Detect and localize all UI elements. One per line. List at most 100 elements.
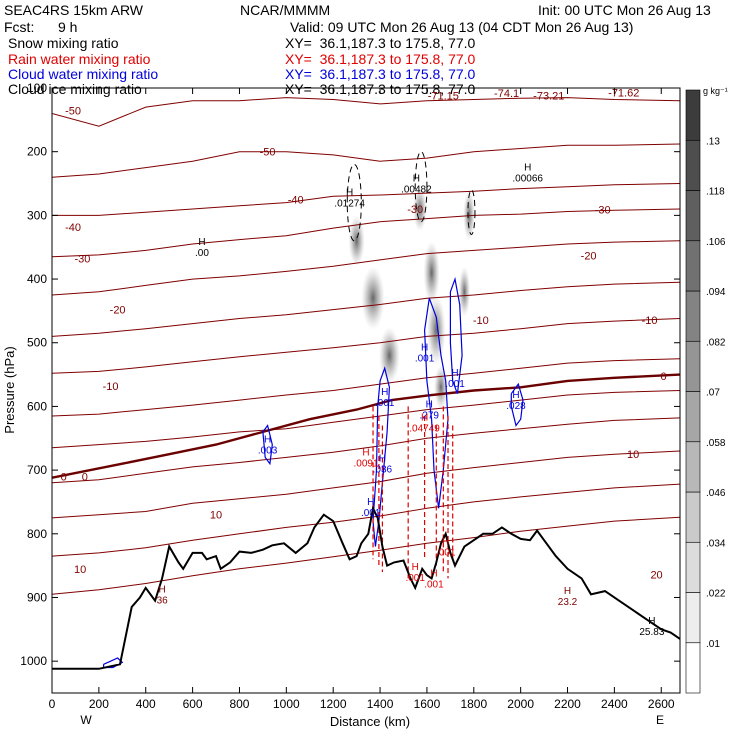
colorbar-swatch-4 [685,441,701,493]
extremum-mark-11: H [426,400,433,411]
forecast-hour: 9 h [58,19,78,35]
init-time: Init: 00 UTC Mon 26 Aug 13 [538,2,711,18]
isotherm-label-20: 10 [627,449,639,461]
extremum-mark-9: H [421,342,428,353]
isotherm-label-10: -30 [595,205,611,217]
colorbar-tick-4: .058 [706,438,726,449]
x-tick-label-1: 200 [89,697,109,711]
extremum-value-7: .001 [375,398,395,409]
colorbar-swatch-9 [685,190,701,242]
colorbar-swatch-2 [685,541,701,593]
y-tick-label-1: 200 [27,145,47,159]
cloud-ice-contour-1 [414,151,428,223]
isotherm-label-1: -74.1 [494,88,519,100]
x-tick-label-0: 0 [49,697,56,711]
colorbar: .01 .022 .034 .046 .058 .07 .082 .094 .106 .118 .1… [685,89,726,694]
extremum-value-11: .279 [420,411,440,422]
isotherm-line-5 [52,281,680,337]
extremum-value-8: .001 [361,508,381,519]
cloud-water-contour-4 [510,382,524,427]
colorbar-swatch-8 [685,240,701,292]
extremum-mark-4: H [264,435,271,446]
source-label: NCAR/MMMM [240,2,331,18]
isotherm-label-0: -71.15 [428,91,459,103]
extremum-mark-18: H [564,586,571,597]
colorbar-tick-9: .118 [706,187,725,198]
field-snow-xy: XY= 36.1,187.3 to 175.8, 77.0 [285,35,476,51]
colorbar-swatch-10 [685,139,701,191]
isotherm-label-16: 0 [661,371,667,383]
extremum-mark-17: H [159,584,166,595]
extremum-mark-2: H [413,174,420,185]
colorbar-tick-7: .094 [706,287,726,298]
colorbar-swatch-6 [685,340,701,392]
extremum-value-14: .001 [405,573,425,584]
x-axis-east-label: E [656,713,664,727]
snow-shade-5 [426,294,446,366]
colorbar-tick-10: .13 [706,136,720,147]
y-tick-label-7: 800 [27,527,47,541]
field-cloudice-name: Cloud ice mixing ratio [8,81,142,97]
isotherm-line-6 [52,318,680,374]
x-tick-label-3: 600 [183,697,203,711]
field-cloudice-xy: XY= 36.1,187.3 to 175.8, 77.0 [285,81,476,97]
extremum-mark-7: H [381,387,388,398]
x-tick-label-12: 2400 [601,697,628,711]
y-tick-label-0: 100 [27,81,47,95]
colorbar-swatch-0 [685,642,701,694]
isotherm-label-18: 0 [82,471,88,483]
extremum-value-18: 23.2 [558,597,578,608]
extremum-mark-1: H [346,188,353,199]
field-rain-name: Rain water mixing ratio [8,51,151,67]
extremum-mark-19: H [648,616,655,627]
y-tick-label-8: 900 [27,590,47,604]
extremum-value-19: 25.83 [639,627,664,638]
cloud-water-contour-3 [262,424,273,466]
field-cloudwater-name: Cloud water mixing ratio [8,66,159,82]
isotherm-line-4 [52,240,680,296]
extremum-mark-14: H [412,562,419,573]
extremum-value-15: .001 [436,548,456,559]
freezing-level-line [52,373,680,479]
extremum-value-3: .00066 [512,174,543,185]
extremum-value-17: 36 [157,595,169,606]
isotherm-line-7 [52,358,680,417]
isotherm-label-5: -50 [260,147,276,159]
x-tick-label-2: 400 [136,697,156,711]
terrain-line [52,505,680,670]
extremum-value-1: .01274 [334,199,365,210]
forecast-label: Fcst: [4,19,35,35]
colorbar-tick-0: .01 [706,639,720,650]
field-rain-xy: XY= 36.1,187.3 to 175.8, 77.0 [285,51,476,67]
isotherm-line-12 [52,516,680,595]
x-axis-west-label: W [80,713,92,727]
colorbar-swatch-5 [685,391,701,443]
extremum-value-6: .036 [373,465,393,476]
isotherm-line-8 [52,390,680,449]
model-title: SEAC4RS 15km ARW [4,2,144,18]
snow-shade-3 [412,186,427,232]
isotherm-label-14: -10 [473,315,489,327]
colorbar-tick-5: .07 [706,388,720,399]
y-tick-label-9: 1000 [20,654,47,668]
y-axis-title: Pressure (hPa) [2,346,17,433]
isotherm-label-22: 20 [650,570,662,582]
plot-area: -71.15 -74.1 -73.21 -71.62 -50 -50 -40 -40 -30 -3… [52,88,680,670]
colorbar-tick-6: .082 [706,337,726,348]
extremum-mark-0: H [198,237,205,248]
cloud-water-contour-1 [424,297,449,509]
isotherm-label-8: -30 [75,254,91,266]
colorbar-tick-8: .106 [706,237,726,248]
isotherm-line-2 [52,183,680,216]
extremum-value-10: .001 [445,379,465,390]
cloud-ice-contour-2 [467,189,476,235]
x-axis-title: Distance (km) [330,714,410,729]
x-tick-label-7: 1400 [367,697,394,711]
isotherm-line-10 [52,450,680,519]
isotherm-line-1 [52,143,680,178]
extremum-value-9: .001 [415,353,435,364]
valid-time: Valid: 09 UTC Mon 26 Aug 13 (04 CDT Mon … [290,19,634,35]
extremum-value-5: .028 [506,401,526,412]
